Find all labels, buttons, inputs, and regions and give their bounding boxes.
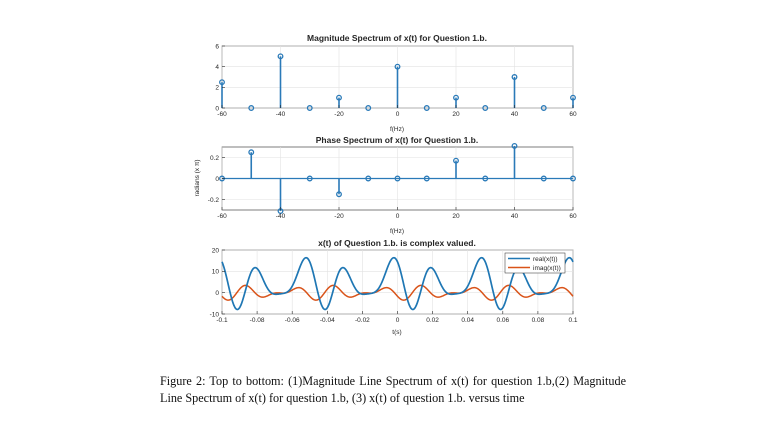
stem-marker <box>306 175 313 182</box>
x-tick-label: -60 <box>217 111 227 118</box>
y-tick-label: 0.2 <box>210 155 219 162</box>
stem-marker <box>336 191 342 198</box>
stem-marker <box>511 74 518 80</box>
x-tick-label: 20 <box>452 213 460 220</box>
phase-ylabel: radians (x π) <box>194 160 201 197</box>
figure-caption: Figure 2: Top to bottom: (1)Magnitude Li… <box>160 374 626 405</box>
x-tick-label: 0.02 <box>426 317 439 324</box>
x-tick-label: 40 <box>511 111 519 118</box>
stem-marker <box>540 105 547 111</box>
x-tick-label: 40 <box>511 213 519 220</box>
stem-marker <box>219 79 225 86</box>
x-tick-label: -40 <box>276 111 286 118</box>
magnitude-title: Magnitude Spectrum of x(t) for Question … <box>307 33 487 43</box>
stem-marker <box>453 157 459 164</box>
x-tick-label: -0.06 <box>285 317 300 324</box>
magnitude-spectrum-plot: Magnitude Spectrum of x(t) for Question … <box>215 33 577 133</box>
x-tick-label: -0.02 <box>355 317 370 324</box>
stem-marker <box>336 94 342 101</box>
legend-label-real: real(x(t)) <box>533 256 558 263</box>
x-tick-label: 60 <box>569 111 577 118</box>
y-tick-label: -0.2 <box>208 197 220 204</box>
stem-marker <box>511 142 518 149</box>
time-domain-plot: x(t) of Question 1.b. is complex valued.… <box>210 238 578 336</box>
x-tick-label: 0.04 <box>461 317 474 324</box>
stem-marker <box>423 105 430 111</box>
stem-marker <box>540 175 547 182</box>
phase-spectrum-plot: Phase Spectrum of x(t) for Question 1.b.… <box>194 135 577 235</box>
phase-title: Phase Spectrum of x(t) for Question 1.b. <box>316 135 478 145</box>
phase-xlabel: f(Hz) <box>390 228 404 235</box>
y-tick-label: 10 <box>212 269 220 276</box>
figure: Magnitude Spectrum of x(t) for Question … <box>194 33 578 336</box>
stem-marker <box>570 175 576 182</box>
y-tick-label: 0 <box>215 176 219 183</box>
y-tick-label: -10 <box>210 311 220 318</box>
stem-marker <box>365 175 372 182</box>
x-tick-label: -0.08 <box>250 317 265 324</box>
legend-label-imag: imag(x(t)) <box>533 265 561 272</box>
x-tick-label: 0.08 <box>532 317 545 324</box>
stem-marker <box>394 63 401 70</box>
stem-marker <box>453 94 459 101</box>
stem-marker <box>423 175 430 182</box>
x-tick-label: 0 <box>396 317 400 324</box>
x-tick-label: -0.04 <box>320 317 335 324</box>
x-tick-label: 0.1 <box>568 317 577 324</box>
x-tick-label: 20 <box>452 111 460 118</box>
x-tick-label: -20 <box>334 213 344 220</box>
time-title: x(t) of Question 1.b. is complex valued. <box>318 238 476 248</box>
x-tick-label: 0 <box>396 213 400 220</box>
magnitude-xlabel: f(Hz) <box>390 126 404 133</box>
x-tick-label: -60 <box>217 213 227 220</box>
x-tick-label: -0.1 <box>216 317 228 324</box>
stem-marker <box>482 105 489 111</box>
x-tick-label: -40 <box>276 213 286 220</box>
stem-marker <box>248 149 255 156</box>
stem-marker <box>570 94 576 101</box>
x-tick-label: 0.06 <box>496 317 509 324</box>
y-tick-label: 4 <box>215 64 219 71</box>
stem-marker <box>482 175 489 182</box>
stem-marker <box>306 105 313 111</box>
x-tick-label: 0 <box>396 111 400 118</box>
stem-marker <box>394 175 401 182</box>
y-tick-label: 2 <box>215 85 219 92</box>
stem-marker <box>248 105 255 111</box>
time-xlabel: t(s) <box>392 329 401 336</box>
y-tick-label: 20 <box>212 247 220 254</box>
stem-marker <box>277 53 284 60</box>
legend: real(x(t)) imag(x(t)) <box>504 252 566 274</box>
x-tick-label: 60 <box>569 213 577 220</box>
y-tick-label: 6 <box>215 43 219 50</box>
stem-marker <box>365 105 372 111</box>
x-tick-label: -20 <box>334 111 344 118</box>
y-tick-label: 0 <box>215 290 219 297</box>
y-tick-label: 0 <box>215 105 219 112</box>
